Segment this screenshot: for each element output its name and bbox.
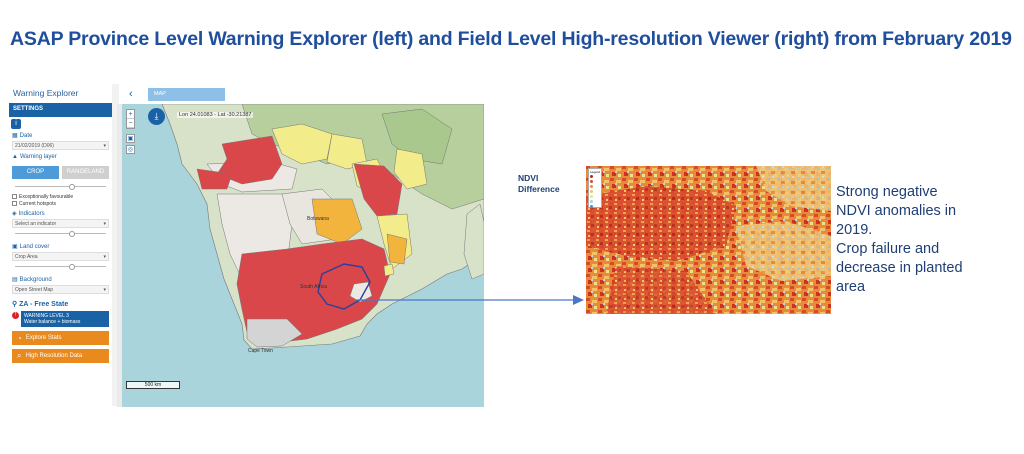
- warning-triangle-icon: ▲: [12, 154, 18, 160]
- warning-level-box: ! WARNING LEVEL 3 Water balance + biomas…: [12, 311, 109, 327]
- info-icon[interactable]: i: [11, 119, 21, 129]
- layers-icon: ◈: [12, 211, 17, 217]
- location-pin-icon: ⚲: [12, 301, 18, 308]
- chevron-down-icon: ▾: [103, 254, 106, 260]
- land-cover-select[interactable]: Crop Area ▾: [12, 252, 109, 261]
- caption: Strong negative NDVI anomalies in 2019. …: [836, 183, 1006, 297]
- land-cover-opacity-slider[interactable]: [15, 264, 106, 270]
- caption-line: Crop failure and: [836, 241, 940, 257]
- warning-layer-label: ▲ Warning layer: [12, 154, 57, 160]
- coordinate-readout: Lon 24.01083 - Lat -30.21387: [177, 112, 254, 118]
- magnifier-icon: ⌕: [17, 351, 22, 360]
- tab-map[interactable]: MAP: [148, 88, 225, 101]
- map-label-botswana: Botswana: [307, 216, 329, 222]
- indicators-select[interactable]: Select an indicator ▾: [12, 219, 109, 228]
- calendar-icon: ▦: [12, 133, 18, 139]
- date-select[interactable]: 21/02/2019 (D06) ▾: [12, 141, 109, 150]
- chevron-down-icon: ▾: [103, 287, 106, 293]
- caption-line: area: [836, 279, 866, 295]
- image-icon: ▣: [12, 244, 18, 250]
- date-label: ▦ Date: [12, 132, 33, 140]
- background-label: ▤ Background: [12, 276, 52, 284]
- exceptionally-favourable-checkbox[interactable]: Exceptionally favourable: [9, 193, 112, 200]
- warning-map[interactable]: + − ▣ ◎ ⤓ Lon 24.01083 - Lat -30.21387 S…: [122, 104, 484, 407]
- ndvi-difference-image: Legend: [586, 166, 831, 314]
- collapse-sidebar-icon[interactable]: ‹: [129, 88, 133, 100]
- zoom-in-button[interactable]: +: [127, 111, 134, 119]
- zoom-control: + −: [126, 109, 135, 129]
- map-canvas: [122, 104, 484, 407]
- warning-level-text: WARNING LEVEL 3: [24, 313, 69, 319]
- slide-title: ASAP Province Level Warning Explorer (le…: [10, 28, 1012, 50]
- locate-icon[interactable]: ◎: [126, 145, 135, 154]
- scale-bar: 500 km: [126, 381, 180, 389]
- ndvi-legend: Legend: [588, 168, 602, 208]
- land-cover-label: ▣ Land cover: [12, 243, 50, 251]
- map-label-south-africa: South Africa: [300, 284, 327, 290]
- map-label-cape-town: Cape Town: [248, 348, 273, 354]
- crop-button[interactable]: CROP: [12, 166, 59, 179]
- warning-explorer-sidebar: Warning Explorer SETTINGS i ▦ Date 21/02/…: [9, 84, 119, 406]
- current-hotspots-checkbox[interactable]: Current hotspots: [9, 200, 112, 207]
- caption-line: 2019.: [836, 222, 873, 238]
- sidebar-header: Warning Explorer: [13, 88, 79, 98]
- map-icon: ▤: [12, 277, 18, 283]
- map-side-scrollbar[interactable]: [117, 104, 122, 407]
- indicator-opacity-slider[interactable]: [15, 231, 106, 237]
- chevron-down-icon: ▾: [103, 143, 106, 149]
- caption-line: NDVI anomalies in: [836, 203, 957, 219]
- ndvi-title: NDVI Difference: [518, 173, 560, 194]
- background-select[interactable]: Open Street Map ▾: [12, 285, 109, 294]
- warning-reason-text: Water balance + biomass: [24, 319, 81, 325]
- indicators-label: ◈ Indicators: [12, 210, 45, 218]
- sidebar-scrollbar[interactable]: [112, 84, 119, 406]
- alert-icon: !: [12, 312, 19, 319]
- zoom-out-button[interactable]: −: [127, 120, 134, 128]
- ndvi-raster: [586, 166, 831, 314]
- warning-opacity-slider[interactable]: [15, 184, 106, 190]
- explore-stats-button[interactable]: ◔ Explore Stats: [12, 331, 109, 345]
- caption-line: decrease in planted: [836, 260, 963, 276]
- high-resolution-data-button[interactable]: ⌕ High Resolution Data: [12, 349, 109, 363]
- chart-icon: ◔: [17, 333, 22, 343]
- settings-header[interactable]: SETTINGS: [9, 103, 112, 117]
- rangeland-button[interactable]: RANGELAND: [62, 166, 109, 179]
- download-icon[interactable]: ⤓: [148, 108, 165, 125]
- caption-line: Strong negative: [836, 184, 938, 200]
- map-toolbar: ‹ MAP: [124, 84, 484, 104]
- layers-map-icon[interactable]: ▣: [126, 134, 135, 143]
- chevron-down-icon: ▾: [103, 221, 106, 227]
- selected-region: ⚲ ZA - Free State: [12, 300, 69, 309]
